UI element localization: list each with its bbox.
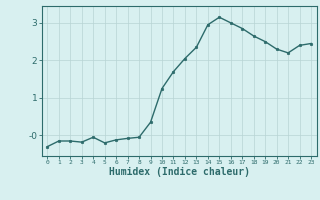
- X-axis label: Humidex (Indice chaleur): Humidex (Indice chaleur): [109, 167, 250, 177]
